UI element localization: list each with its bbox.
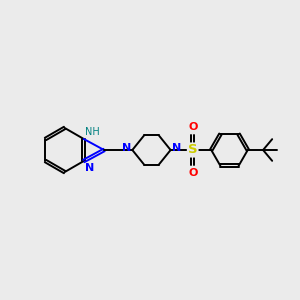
Text: N: N	[85, 164, 94, 173]
Text: N: N	[122, 142, 131, 153]
Text: O: O	[188, 122, 197, 132]
Text: N: N	[172, 142, 181, 153]
Text: O: O	[188, 168, 197, 178]
Text: NH: NH	[85, 128, 100, 137]
Text: S: S	[188, 143, 197, 157]
